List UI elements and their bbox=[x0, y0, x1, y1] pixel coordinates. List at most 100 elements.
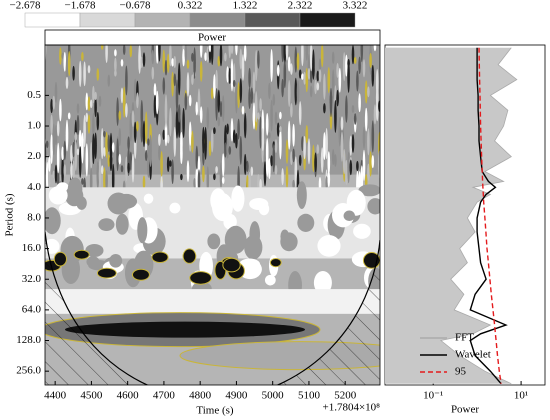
image-streak bbox=[76, 148, 80, 156]
image-streak bbox=[175, 79, 179, 113]
image-streak bbox=[193, 178, 196, 189]
image-streak bbox=[228, 45, 232, 59]
image-streak bbox=[353, 112, 357, 125]
image-streak bbox=[243, 45, 247, 62]
image-streak bbox=[309, 85, 313, 98]
image-blob bbox=[249, 198, 269, 211]
x-tick-label: 5200 bbox=[334, 390, 357, 402]
image-streak bbox=[294, 77, 298, 106]
cone-of-influence bbox=[45, 231, 380, 385]
image-streak bbox=[246, 160, 249, 172]
image-streak bbox=[303, 135, 306, 160]
image-streak bbox=[173, 73, 177, 87]
x-tick-label: 4400 bbox=[44, 390, 67, 402]
image-streak bbox=[325, 176, 328, 192]
image-streak bbox=[287, 79, 291, 107]
image-streak bbox=[52, 170, 56, 179]
image-streak bbox=[252, 71, 256, 94]
image-streak bbox=[221, 153, 225, 177]
image-streak bbox=[232, 79, 236, 88]
image-streak bbox=[199, 45, 203, 58]
image-streak bbox=[296, 52, 300, 71]
image-streak bbox=[323, 132, 326, 161]
image-streak bbox=[375, 100, 379, 122]
image-streak bbox=[347, 59, 350, 93]
image-streak bbox=[54, 81, 58, 103]
image-streak bbox=[136, 92, 139, 109]
image-streak bbox=[142, 175, 146, 190]
image-streak bbox=[171, 159, 174, 185]
image-streak bbox=[63, 164, 67, 177]
image-blob bbox=[223, 213, 237, 230]
image-streak bbox=[320, 45, 324, 68]
image-streak bbox=[248, 87, 251, 109]
image-streak bbox=[279, 127, 282, 160]
image-streak bbox=[281, 168, 284, 186]
image-streak bbox=[182, 107, 185, 138]
colorbar-tick-label: 1.322 bbox=[233, 0, 258, 12]
y-tick-label: 4.0 bbox=[27, 181, 41, 193]
image-streak bbox=[230, 58, 234, 92]
image-streak bbox=[338, 67, 342, 93]
image-streak bbox=[158, 145, 161, 161]
x-tick-label: 4800 bbox=[189, 390, 212, 402]
image-streak bbox=[197, 88, 201, 116]
image-streak bbox=[81, 132, 84, 164]
series-line bbox=[478, 47, 502, 384]
image-streak bbox=[78, 60, 82, 87]
image-blob bbox=[68, 240, 80, 253]
image-streak bbox=[120, 87, 124, 104]
image-streak bbox=[312, 49, 315, 80]
image-streak bbox=[94, 132, 97, 160]
image-streak bbox=[127, 136, 130, 151]
image-streak bbox=[316, 70, 320, 82]
image-streak bbox=[290, 103, 293, 118]
image-streak bbox=[151, 49, 155, 65]
image-streak bbox=[336, 89, 339, 107]
image-streak bbox=[81, 51, 84, 61]
image-streak bbox=[268, 82, 271, 100]
x-tick-label: 4500 bbox=[80, 390, 103, 402]
image-streak bbox=[81, 178, 84, 185]
image-streak bbox=[56, 170, 60, 188]
image-streak bbox=[61, 155, 64, 187]
image-streak bbox=[96, 68, 100, 81]
series-line bbox=[439, 47, 518, 385]
image-streak bbox=[61, 146, 64, 161]
image-streak bbox=[237, 82, 240, 109]
plot-frame bbox=[44, 44, 381, 386]
image-blob bbox=[264, 274, 276, 286]
image-streak bbox=[305, 125, 309, 144]
image-streak bbox=[199, 106, 203, 124]
image-streak bbox=[314, 79, 317, 95]
image-streak bbox=[175, 108, 179, 139]
image-streak bbox=[285, 45, 289, 61]
image-streak bbox=[202, 165, 205, 183]
legend-label: Wavelet bbox=[455, 349, 491, 361]
image-blob bbox=[109, 254, 123, 268]
image-streak bbox=[72, 160, 75, 183]
image-blob bbox=[343, 210, 355, 221]
image-streak bbox=[131, 153, 135, 183]
image-streak bbox=[118, 110, 122, 121]
image-blob bbox=[98, 218, 115, 232]
image-streak bbox=[177, 104, 181, 123]
image-streak bbox=[111, 142, 115, 153]
image-blob bbox=[169, 202, 181, 214]
colorbar-band bbox=[134, 12, 191, 28]
image-streak bbox=[103, 147, 106, 157]
legend-label: FFT bbox=[455, 332, 474, 344]
image-streak bbox=[327, 67, 331, 94]
image-streak bbox=[309, 65, 313, 84]
image-streak bbox=[281, 78, 284, 98]
image-streak bbox=[254, 49, 258, 82]
image-streak bbox=[294, 156, 298, 188]
image-streak bbox=[213, 173, 216, 181]
image-streak bbox=[188, 94, 192, 107]
image-streak bbox=[153, 94, 157, 119]
spectrum-x-title: Power bbox=[451, 404, 479, 416]
image-streak bbox=[215, 166, 218, 174]
image-streak bbox=[109, 132, 113, 165]
series-line bbox=[469, 47, 508, 385]
colorbar-tick-label: −1.678 bbox=[65, 0, 96, 12]
